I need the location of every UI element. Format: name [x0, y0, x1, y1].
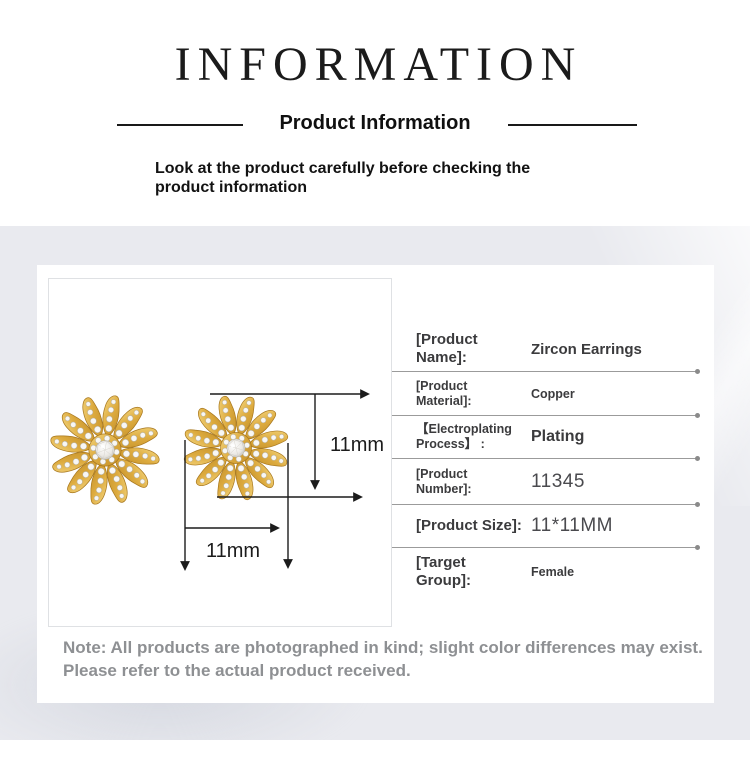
divider-dot — [695, 456, 700, 461]
spec-label: [Product Number]: — [416, 466, 472, 496]
right-earring — [172, 384, 300, 512]
spec-value: Zircon Earrings — [531, 340, 642, 358]
left-earring — [49, 386, 169, 514]
dimension-lines — [180, 389, 370, 571]
spec-row-electroplating-process: 【Electroplating Process】 : Plating — [392, 416, 714, 458]
product-card: 11mm 11mm [Product Name]: Zircon Earring… — [37, 265, 714, 703]
spec-label: [Product Size]: — [416, 517, 522, 535]
spec-label: [Product Material]: — [416, 378, 472, 408]
row-divider — [392, 369, 700, 374]
section-heading: Product Information — [0, 112, 750, 140]
earrings-dimension-diagram: 11mm 11mm — [49, 279, 384, 571]
section-title: Product Information — [279, 112, 471, 134]
section-subtitle: Look at the product carefully before che… — [155, 160, 531, 196]
spec-label: 【Electroplating Process】 : — [416, 422, 512, 451]
spec-value: Female — [531, 564, 575, 579]
spec-table: [Product Name]: Zircon Earrings [Product… — [392, 327, 714, 595]
spec-row-product-size: [Product Size]: 11*11MM — [392, 505, 714, 547]
spec-row-product-number: [Product Number]: 11345 — [392, 459, 714, 504]
content-background: 11mm 11mm [Product Name]: Zircon Earring… — [0, 226, 750, 740]
spec-label: [Target Group]: — [416, 553, 471, 589]
divider-dot — [695, 369, 700, 374]
spec-row-target-group: [Target Group]: Female — [392, 548, 714, 595]
heading-rule-right — [508, 124, 637, 126]
bottom-margin — [0, 740, 750, 759]
divider-dot — [695, 545, 700, 550]
heading-rule-left — [117, 124, 243, 126]
row-divider — [392, 413, 700, 418]
divider-dot — [695, 502, 700, 507]
spec-value: 11*11MM — [531, 515, 613, 536]
note-text: Note: All products are photographed in k… — [63, 638, 703, 680]
spec-label: [Product Name]: — [416, 331, 478, 366]
row-divider — [392, 502, 700, 507]
width-dimension-label: 11mm — [206, 540, 260, 562]
spec-value: 11345 — [531, 470, 585, 492]
spec-row-product-material: [Product Material]: Copper — [392, 372, 714, 415]
product-image: 11mm 11mm — [48, 278, 392, 627]
divider-dot — [695, 413, 700, 418]
page-title: INFORMATION — [174, 38, 583, 91]
spec-row-product-name: [Product Name]: Zircon Earrings — [392, 327, 714, 371]
height-dimension-label: 11mm — [330, 434, 384, 456]
spec-value: Copper — [531, 386, 575, 401]
row-divider — [392, 545, 700, 550]
spec-value: Plating — [531, 428, 585, 445]
row-divider — [392, 456, 700, 461]
